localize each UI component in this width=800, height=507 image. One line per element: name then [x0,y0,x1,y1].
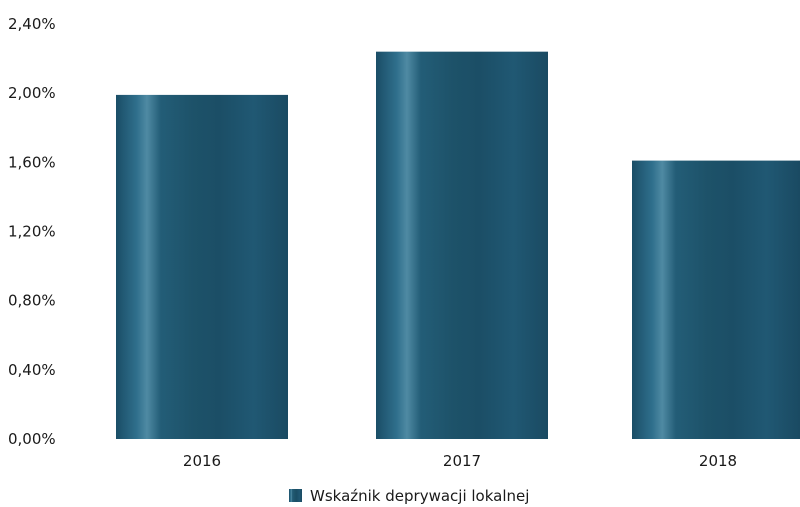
y-tick-label: 0,80% [8,292,56,310]
y-axis: 0,00% 0,40% 0,80% 1,20% 1,60% 2,00% 2,40% [8,15,56,448]
legend-label: Wskaźnik deprywacji lokalnej [310,487,529,505]
y-tick-label: 1,60% [8,153,56,171]
y-tick-label: 0,00% [8,430,56,448]
legend: Wskaźnik deprywacji lokalnej [289,487,529,505]
bar-2016 [116,94,288,439]
bars [116,51,800,440]
y-tick-label: 0,40% [8,361,56,379]
x-axis: 2016 2017 2018 [183,452,737,470]
y-tick-label: 2,00% [8,84,56,102]
y-tick-label: 1,20% [8,223,56,241]
bar-2017 [376,51,548,440]
x-tick-label: 2016 [183,452,221,470]
x-tick-label: 2018 [699,452,737,470]
x-tick-label: 2017 [443,452,481,470]
legend-swatch [289,489,302,502]
y-tick-label: 2,40% [8,15,56,33]
bar-2018 [632,160,800,439]
